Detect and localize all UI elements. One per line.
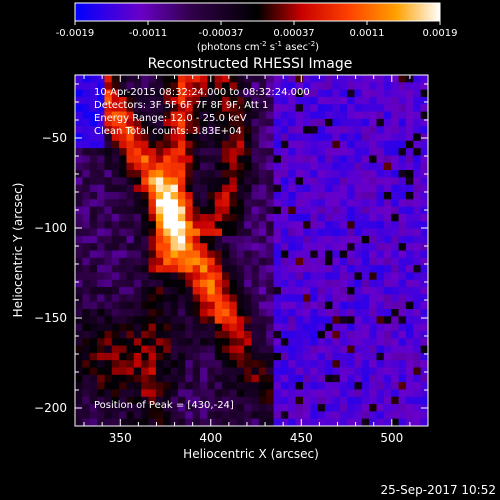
colorbar-tick-label: -0.0011 — [129, 28, 168, 39]
x-tick-label: 400 — [199, 431, 222, 445]
annotation-block: 10-Apr-2015 08:32:24.000 to 08:32:24.000… — [94, 87, 310, 137]
axis-ticks: 350 400 450 500 −50 −100 −150 −200 — [34, 75, 429, 445]
y-tick-label: −100 — [34, 221, 67, 235]
annotation-detectors: Detectors: 3F 5F 6F 7F 8F 9F, Att 1 — [94, 100, 268, 111]
annotation-time-range: 10-Apr-2015 08:32:24.000 to 08:32:24.000 — [94, 87, 310, 98]
x-axis-label: Heliocentric X (arcsec) — [183, 447, 319, 461]
chart-title: Reconstructed RHESSI Image — [148, 56, 353, 72]
x-tick-label: 350 — [109, 431, 132, 445]
y-axis-label: Heliocentric Y (arcsec) — [11, 183, 25, 318]
x-tick-label: 500 — [380, 431, 403, 445]
y-tick-label: −150 — [34, 311, 67, 325]
colorbar-tick-label: 0.00037 — [273, 28, 314, 39]
colorbar-ticks: -0.0019 -0.0011 -0.00037 0.00037 0.0011 0.001… — [56, 21, 458, 39]
plot-frame — [74, 74, 429, 427]
colorbar-tick-label: 0.0011 — [350, 28, 385, 39]
colorbar-tick-label: -0.0019 — [56, 28, 95, 39]
peak-position-label: Position of Peak = [430,-24] — [94, 400, 234, 411]
annotation-total-counts: Clean Total counts: 3.83E+04 — [94, 126, 242, 137]
colorbar-gradient — [74, 2, 441, 22]
y-tick-label: −200 — [34, 401, 67, 415]
colorbar-units: (photons cm-2 s-1 asec-2) — [197, 40, 319, 53]
heatmap-image — [75, 75, 428, 426]
colorbar: -0.0019 -0.0011 -0.00037 0.00037 0.0011 0.001… — [56, 2, 458, 53]
colorbar-tick-label: -0.00037 — [199, 28, 244, 39]
y-tick-label: −50 — [42, 131, 67, 145]
annotation-energy-range: Energy Range: 12.0 - 25.0 keV — [94, 113, 247, 124]
footer-date: 25-Sep-2017 10:52 — [381, 483, 496, 497]
colorbar-tick-label: 0.0019 — [423, 28, 458, 39]
x-tick-label: 450 — [290, 431, 313, 445]
